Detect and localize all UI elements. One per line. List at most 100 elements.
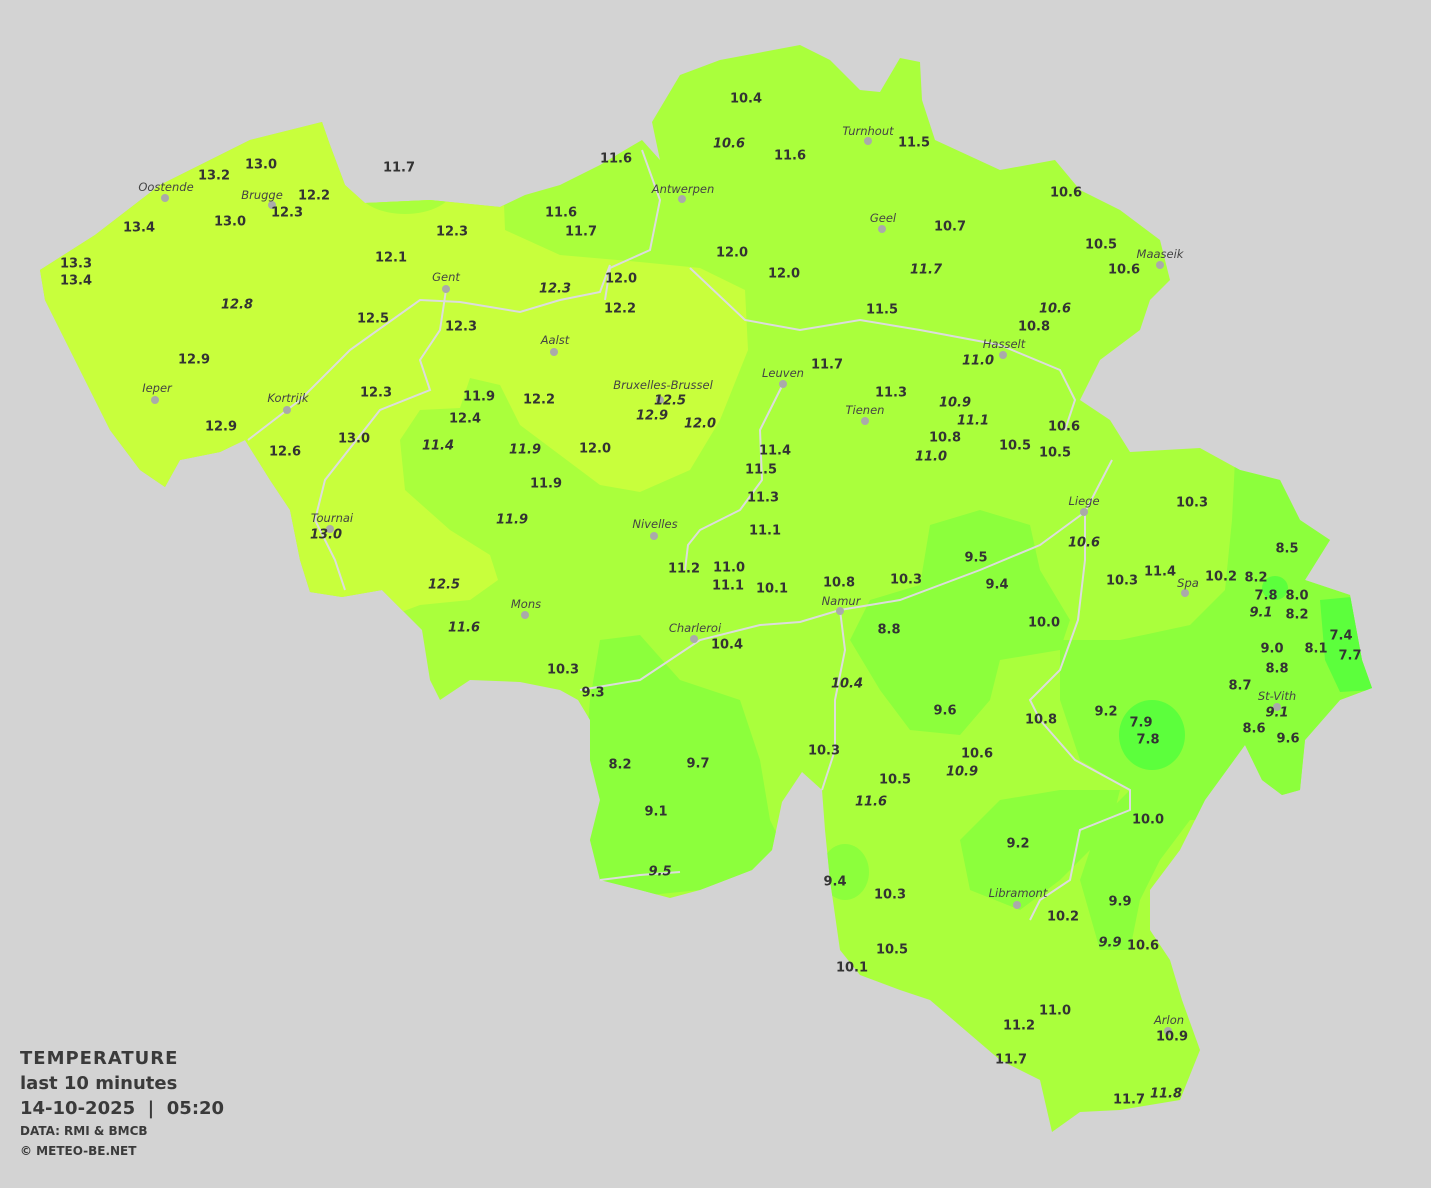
station-value: 8.8	[1265, 662, 1288, 677]
station-value: 12.3	[539, 282, 571, 297]
station-value: 9.1	[1265, 706, 1288, 721]
city-dot	[442, 285, 450, 293]
station-value: 11.7	[1113, 1093, 1145, 1108]
station-value: 10.6	[1050, 186, 1082, 201]
station-value: 9.3	[581, 686, 604, 701]
city-label: Mons	[511, 597, 541, 611]
station-value: 11.6	[448, 621, 480, 636]
station-value: 11.5	[898, 136, 930, 151]
station-value: 13.4	[123, 221, 155, 236]
station-value: 8.0	[1285, 589, 1308, 604]
city-dot	[864, 137, 872, 145]
city-label: Gent	[432, 270, 460, 284]
station-value: 11.9	[530, 477, 562, 492]
station-value: 8.2	[1285, 608, 1308, 623]
station-value: 8.8	[877, 623, 900, 638]
border-line	[689, 267, 1077, 431]
station-value: 10.9	[946, 765, 978, 780]
city-dot	[161, 194, 169, 202]
station-value: 9.1	[1249, 606, 1272, 621]
station-value: 12.6	[269, 445, 301, 460]
station-value: 12.3	[360, 386, 392, 401]
station-value: 13.2	[198, 169, 230, 184]
station-value: 10.3	[874, 888, 906, 903]
city-label: Maaseik	[1137, 247, 1185, 261]
city-label: Arlon	[1153, 1013, 1184, 1027]
station-value: 10.1	[756, 582, 788, 597]
city-label: Spa	[1177, 576, 1199, 590]
station-value: 11.8	[1150, 1087, 1182, 1102]
city-label: Turnhout	[842, 124, 894, 138]
station-value: 11.0	[1039, 1004, 1071, 1019]
province-borders	[247, 149, 1131, 921]
city-label: Geel	[870, 211, 897, 225]
station-value: 11.4	[422, 439, 454, 454]
city-dot	[1156, 261, 1164, 269]
station-value: 8.2	[608, 758, 631, 773]
city-dot	[283, 406, 291, 414]
station-value: 12.9	[636, 409, 668, 424]
station-value: 10.5	[999, 439, 1031, 454]
station-value: 11.5	[745, 463, 777, 478]
station-value: 11.6	[600, 152, 632, 167]
station-value: 10.3	[547, 663, 579, 678]
station-value: 8.7	[1228, 679, 1251, 694]
station-value: 12.3	[445, 320, 477, 335]
station-value: 10.8	[1025, 713, 1057, 728]
station-value: 12.0	[716, 246, 748, 261]
station-value: 11.7	[383, 161, 415, 176]
station-value: 10.8	[1018, 320, 1050, 335]
station-value: 10.5	[1085, 238, 1117, 253]
city-label: Brugge	[241, 188, 283, 202]
station-value: 10.3	[1176, 496, 1208, 511]
station-value: 12.0	[684, 417, 716, 432]
station-value: 10.6	[1108, 263, 1140, 278]
station-value: 12.2	[298, 189, 330, 204]
zone-cool	[960, 790, 1120, 910]
station-value: 10.3	[1106, 574, 1138, 589]
station-value: 11.1	[712, 579, 744, 594]
station-value: 12.9	[178, 353, 210, 368]
station-value: 9.4	[985, 578, 1008, 593]
station-value: 12.0	[579, 442, 611, 457]
zone-cool	[580, 635, 790, 900]
station-value: 8.1	[1304, 642, 1327, 657]
station-value: 8.2	[1244, 571, 1267, 586]
city-label: Tienen	[846, 403, 885, 417]
station-value: 9.6	[1276, 732, 1299, 747]
map-datetime: 14-10-2025 | 05:20	[20, 1098, 225, 1119]
station-value: 12.4	[449, 412, 481, 427]
station-value: 13.0	[310, 528, 342, 543]
station-value: 10.6	[1048, 420, 1080, 435]
station-value: 10.4	[711, 638, 743, 653]
station-value: 12.0	[768, 267, 800, 282]
city-dot	[151, 396, 159, 404]
station-value: 13.0	[214, 215, 246, 230]
station-value: 10.5	[1039, 446, 1071, 461]
station-value: 12.2	[604, 302, 636, 317]
station-value: 11.3	[875, 386, 907, 401]
station-value: 10.6	[961, 747, 993, 762]
station-value: 13.3	[60, 257, 92, 272]
station-value: 10.6	[1039, 302, 1071, 317]
station-value: 12.2	[523, 393, 555, 408]
station-value: 10.5	[876, 943, 908, 958]
station-value: 12.5	[357, 312, 389, 327]
border-line	[247, 264, 611, 441]
station-value: 11.2	[1003, 1019, 1035, 1034]
station-value: 10.2	[1047, 910, 1079, 925]
station-value: 12.9	[205, 420, 237, 435]
station-value: 11.3	[747, 491, 779, 506]
city-label: Liege	[1068, 494, 1099, 508]
station-value: 12.5	[428, 578, 460, 593]
station-value: 11.1	[957, 414, 989, 429]
station-value: 11.4	[759, 444, 791, 459]
station-value: 11.9	[463, 390, 495, 405]
city-label: Kortrijk	[267, 391, 310, 405]
station-value: 11.1	[749, 524, 781, 539]
station-value: 10.0	[1132, 813, 1164, 828]
station-value: 11.0	[962, 354, 994, 369]
station-value: 10.4	[831, 677, 863, 692]
station-value: 13.0	[245, 158, 277, 173]
station-value: 12.3	[436, 225, 468, 240]
